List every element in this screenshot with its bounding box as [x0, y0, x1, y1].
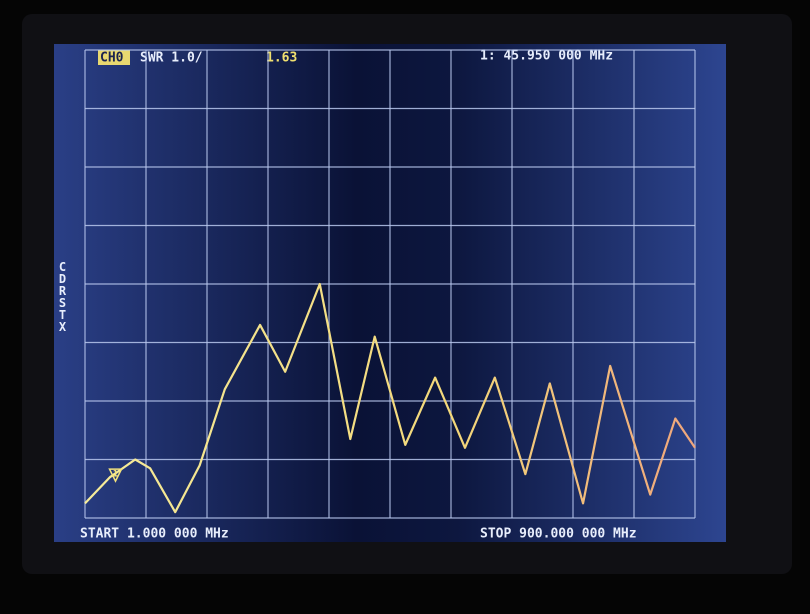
format-label: SWR 1.0/ — [140, 51, 203, 66]
channel-label: CH0 — [100, 51, 124, 66]
start-label: START 1.000 000 MHz — [80, 527, 229, 542]
marker-label: 1 — [113, 470, 118, 480]
device-photo: CH0 SWR 1.0/ 1.63 1: 45.950 000 MHz STAR… — [0, 0, 810, 614]
marker-readout: 1: 45.950 000 MHz — [480, 49, 613, 64]
marker-value: 1.63 — [266, 51, 297, 66]
side-menu: CDRSTX — [56, 260, 70, 332]
stop-label: STOP 900.000 000 MHz — [480, 527, 637, 542]
